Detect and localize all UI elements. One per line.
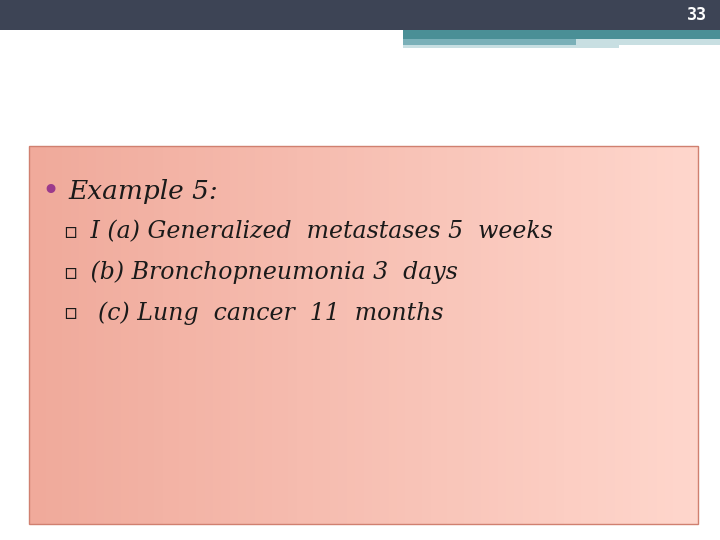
Bar [372, 146, 381, 524]
Bar [322, 146, 330, 524]
Bar [472, 146, 482, 524]
Bar [221, 146, 230, 524]
Text: ▫: ▫ [63, 303, 78, 323]
Bar [447, 146, 456, 524]
Bar [514, 146, 523, 524]
Bar [682, 146, 690, 524]
Bar [606, 146, 616, 524]
Bar [204, 146, 214, 524]
Bar [439, 146, 448, 524]
Bar [403, 39, 576, 45]
Bar [640, 146, 649, 524]
Text: (b) Bronchopneumonia 3  days: (b) Bronchopneumonia 3 days [83, 261, 458, 285]
Bar [403, 45, 619, 48]
Bar [246, 146, 256, 524]
Text: Example 5:: Example 5: [68, 179, 218, 204]
Bar [539, 146, 549, 524]
Bar [45, 146, 55, 524]
Bar [405, 146, 415, 524]
Bar [130, 146, 138, 524]
Bar [648, 146, 657, 524]
Text: ▫: ▫ [63, 262, 78, 283]
Bar [576, 39, 720, 45]
Bar [29, 146, 698, 524]
Text: (c) Lung  cancer  11  months: (c) Lung cancer 11 months [83, 301, 444, 325]
Bar [54, 146, 63, 524]
Bar [196, 146, 205, 524]
Bar [330, 146, 339, 524]
Bar [481, 146, 490, 524]
Bar [690, 146, 699, 524]
Bar [188, 146, 197, 524]
Bar [154, 146, 163, 524]
Bar [623, 146, 632, 524]
Bar [498, 146, 507, 524]
Bar [0, 0, 720, 30]
Bar [171, 146, 180, 524]
Bar [431, 146, 440, 524]
Bar [230, 146, 239, 524]
Bar [280, 146, 289, 524]
Bar [548, 146, 557, 524]
Bar [213, 146, 222, 524]
Text: ▫: ▫ [63, 222, 78, 242]
Bar [146, 146, 155, 524]
Bar [179, 146, 189, 524]
Bar [347, 146, 356, 524]
Bar [422, 146, 431, 524]
Bar [531, 146, 540, 524]
Bar [238, 146, 247, 524]
Bar [338, 146, 348, 524]
Bar [414, 146, 423, 524]
Bar [63, 146, 71, 524]
Bar [297, 146, 306, 524]
Bar [598, 146, 607, 524]
Bar [121, 146, 130, 524]
Bar [556, 146, 565, 524]
Bar [79, 146, 88, 524]
Bar [397, 146, 406, 524]
Bar [71, 146, 80, 524]
Bar [87, 146, 96, 524]
Bar [288, 146, 297, 524]
Bar [364, 146, 373, 524]
Bar [255, 146, 264, 524]
Bar [29, 146, 38, 524]
Bar [456, 146, 465, 524]
Bar [464, 146, 473, 524]
Bar [615, 146, 624, 524]
Bar [581, 146, 590, 524]
Bar [313, 146, 323, 524]
Bar [657, 146, 666, 524]
Bar [489, 146, 498, 524]
Bar [573, 146, 582, 524]
Bar [506, 146, 515, 524]
Bar [305, 146, 314, 524]
Bar [271, 146, 281, 524]
Bar [673, 146, 683, 524]
Text: •: • [42, 177, 60, 206]
Bar [523, 146, 532, 524]
Bar [380, 146, 390, 524]
Bar [389, 146, 397, 524]
Bar [665, 146, 674, 524]
Bar [264, 146, 272, 524]
Bar [37, 146, 46, 524]
Bar [112, 146, 122, 524]
Bar [590, 146, 599, 524]
Text: I (a) Generalized  metastases 5  weeks: I (a) Generalized metastases 5 weeks [83, 221, 553, 244]
Bar [96, 146, 105, 524]
Bar [138, 146, 147, 524]
Bar [403, 30, 720, 39]
Bar [104, 146, 113, 524]
Bar [355, 146, 364, 524]
Text: 33: 33 [687, 6, 707, 24]
Bar [163, 146, 172, 524]
Bar [564, 146, 574, 524]
Bar [631, 146, 641, 524]
